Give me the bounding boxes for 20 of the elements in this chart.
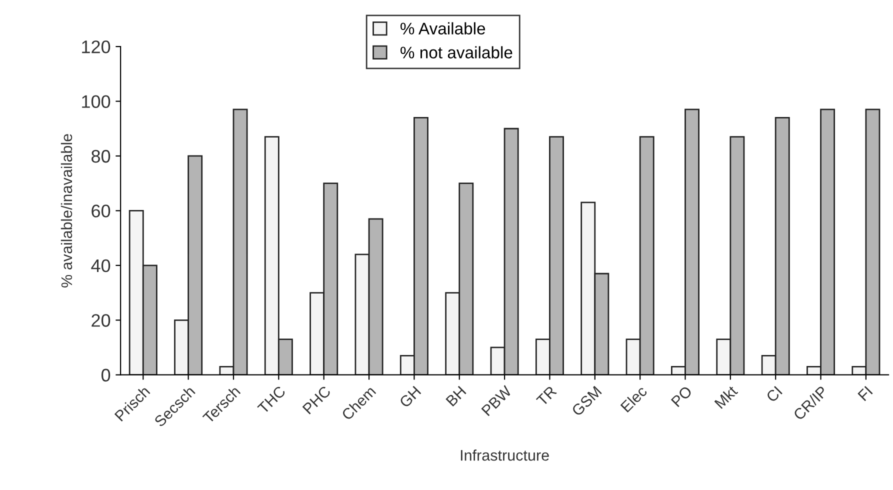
x-tick-label: CI: [766, 386, 783, 403]
x-tick-label: Elec: [620, 384, 648, 413]
y-tick-label: 20: [92, 314, 110, 327]
y-tick-label: 100: [82, 95, 110, 108]
y-tick-label: 60: [92, 204, 110, 218]
x-tick-label: GH: [398, 386, 422, 408]
x-tick-label: Mkt: [714, 384, 738, 409]
x-tick-label: TR: [536, 385, 558, 407]
y-tick-label: 0: [101, 368, 110, 382]
y-tick-label: 40: [91, 259, 110, 272]
x-tick-label: FI: [858, 386, 873, 402]
x-axis-title: Infrastructure: [460, 450, 549, 461]
y-axis-title: % available/inavailable: [60, 134, 72, 288]
y-tick-label: 80: [92, 150, 110, 163]
x-tick-label: BH: [446, 386, 466, 407]
x-tick-label: PO: [670, 385, 693, 408]
legend-label: % Available: [400, 22, 486, 34]
y-tick-label: 120: [82, 40, 110, 54]
legend-label: % not available: [400, 46, 512, 58]
x-tick-label: THC: [256, 385, 286, 414]
